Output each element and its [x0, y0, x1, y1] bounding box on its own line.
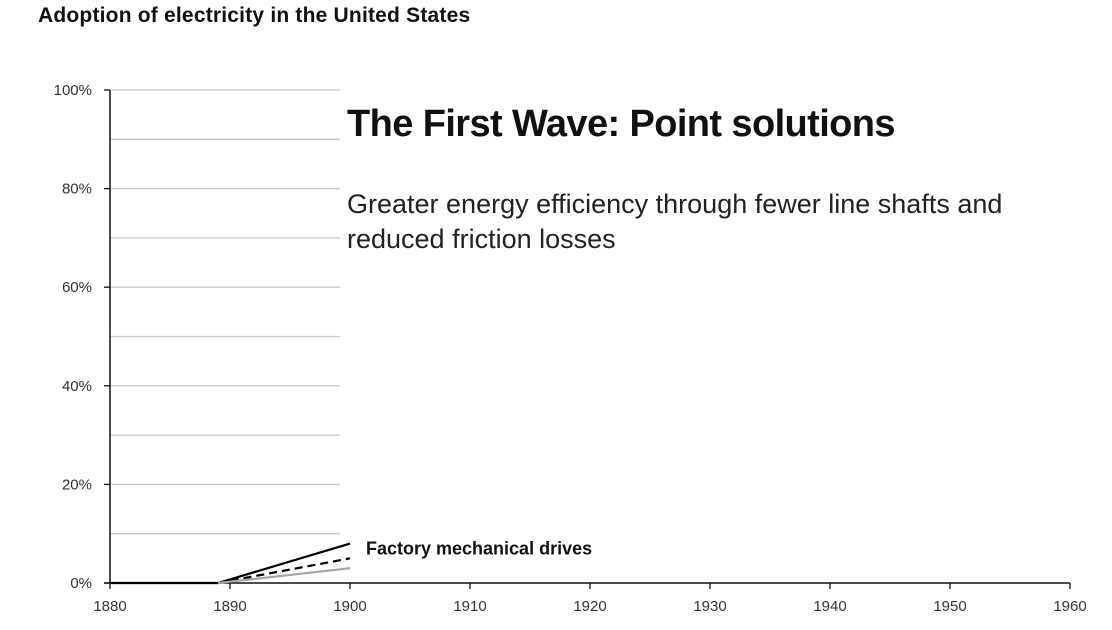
overlay-subtext: Greater energy efficiency through fewer … [347, 189, 1003, 254]
x-tick-label: 1950 [933, 598, 966, 615]
series-line-1 [110, 542, 351, 585]
overlay-heading: The First Wave: Point solutions [347, 103, 896, 145]
x-tick-label: 1900 [333, 598, 366, 615]
series-line-3 [217, 567, 351, 585]
ticks: 0% 20% 40% 60% 80% 100% 1880 1890 1900 1910 1920 19… [54, 82, 1087, 615]
x-tick-label: 1910 [453, 598, 486, 615]
y-tick-label: 80% [62, 181, 92, 198]
series-annotation: Factory mechanical drives [366, 538, 592, 558]
x-tick-label: 1890 [213, 598, 246, 615]
annotations: Factory mechanical drives [366, 538, 592, 558]
axes [104, 90, 1070, 584]
y-tick-label: 100% [54, 82, 92, 99]
x-tick-label: 1930 [693, 598, 726, 615]
y-tick-label: 60% [62, 279, 92, 296]
y-tick-label: 0% [70, 575, 92, 592]
x-tick-label: 1940 [813, 598, 846, 615]
y-tick-label: 20% [62, 476, 92, 493]
series-line-2 [217, 557, 351, 585]
y-tick-label: 40% [62, 378, 92, 395]
grid [110, 89, 340, 535]
x-tick-label: 1920 [573, 598, 606, 615]
chart-title: Adoption of electricity in the United St… [38, 4, 471, 27]
x-tick-label: 1880 [93, 598, 126, 615]
x-tick-label: 1960 [1053, 598, 1086, 615]
series [110, 542, 351, 585]
